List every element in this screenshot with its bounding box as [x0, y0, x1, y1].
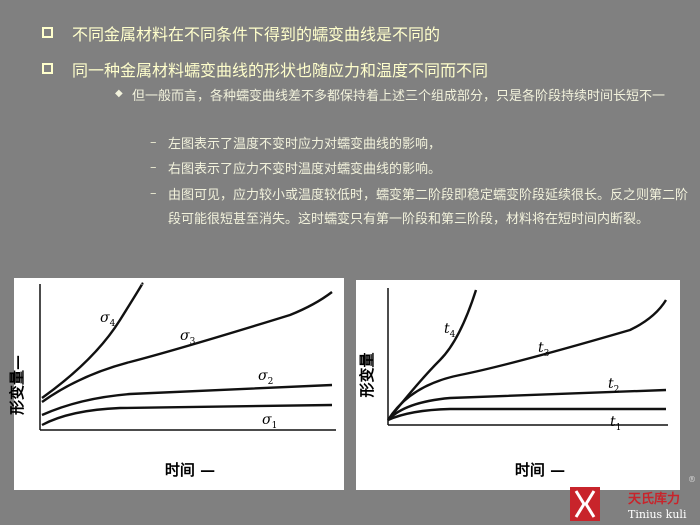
curve-label: t1 [610, 414, 621, 433]
bullet: 不同金属材料在不同条件下得到的蠕变曲线是不同的 [72, 25, 441, 44]
curve-label: t4 [444, 321, 456, 340]
dash-item: 右图表示了应力不变时温度对蠕变曲线的影响。 [168, 162, 442, 177]
bullet-icon [42, 63, 53, 74]
curve-symbol: t [444, 321, 450, 337]
dash-icon: – [150, 135, 157, 150]
curve-subscript: 3 [544, 349, 550, 359]
curve-label: σ1 [262, 412, 277, 431]
logo-icon [574, 490, 596, 518]
dash-icon: – [150, 160, 157, 175]
figure-panel [14, 278, 344, 490]
dash-item: 由图可见，应力较小或温度较低时，蠕变第二阶段即稳定蠕变阶段延续很长。反之则第二阶… [168, 188, 689, 227]
curve-subscript: 2 [614, 385, 620, 395]
curve [41, 291, 333, 403]
curve [386, 299, 668, 421]
diamond-icon: ◆ [115, 88, 123, 99]
figure-panel [356, 280, 680, 490]
curve-subscript: 1 [272, 421, 278, 431]
y-label: 形变量 [358, 352, 376, 397]
curve-subscript: 4 [450, 330, 456, 340]
curve-symbol: t [608, 376, 614, 392]
bullet: 同一种金属材料蠕变曲线的形状也随应力和温度不同而不同 [72, 61, 489, 80]
curve-subscript: 1 [616, 423, 622, 433]
curve [41, 282, 144, 399]
curve-symbol: σ [258, 368, 268, 384]
curve-label: σ4 [100, 310, 116, 329]
curve-subscript: 4 [110, 319, 116, 329]
logo-name: 天氏库力 [628, 491, 680, 507]
curve [387, 407, 666, 422]
curve-label: σ2 [258, 368, 273, 387]
sub-bullet: 但一般而言，各种蠕变曲线差不多都保持着上述三个组成部分，只是各阶段持续时间长短不… [132, 89, 666, 104]
dash-item: 左图表示了温度不变时应力对蠕变曲线的影响， [168, 137, 442, 152]
curve [41, 383, 333, 417]
curve-symbol: t [538, 340, 544, 356]
curve-subscript: 2 [268, 377, 274, 387]
bullet-icon [42, 27, 53, 38]
x-label: 时间 — [165, 461, 215, 479]
curve-label: t3 [538, 340, 550, 359]
curve-symbol: σ [262, 412, 272, 428]
curve-subscript: 3 [190, 337, 196, 347]
curve-symbol: t [610, 414, 616, 430]
dash-icon: – [150, 186, 157, 201]
curve-symbol: σ [100, 310, 110, 326]
curve-symbol: σ [180, 328, 190, 344]
curve-label: σ3 [180, 328, 196, 347]
x-label: 时间 — [515, 461, 565, 479]
curve [387, 388, 667, 421]
registered-mark: ® [688, 475, 696, 484]
curve-label: t2 [608, 376, 619, 395]
y-label: 形变量— [8, 355, 26, 415]
logo-latin: Tinius kuli [628, 508, 687, 521]
curve [41, 403, 333, 427]
